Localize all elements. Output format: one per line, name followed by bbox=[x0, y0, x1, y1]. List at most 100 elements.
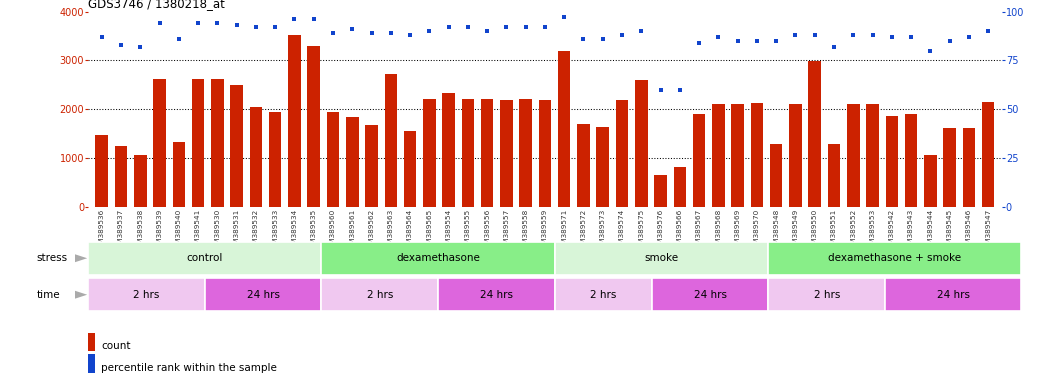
Point bbox=[575, 36, 592, 42]
Bar bbox=[539, 99, 551, 207]
Bar bbox=[404, 131, 416, 207]
Bar bbox=[172, 142, 185, 207]
Bar bbox=[442, 93, 455, 207]
Bar bbox=[438, 278, 554, 311]
Bar bbox=[365, 125, 378, 207]
Point bbox=[633, 28, 650, 34]
Bar bbox=[88, 354, 94, 372]
Point bbox=[113, 42, 130, 48]
Bar bbox=[768, 278, 885, 311]
Point bbox=[613, 32, 630, 38]
Bar bbox=[500, 99, 513, 207]
Bar bbox=[424, 99, 436, 207]
Bar bbox=[616, 100, 628, 207]
Text: 2 hrs: 2 hrs bbox=[133, 290, 160, 300]
Point bbox=[960, 34, 977, 40]
Bar bbox=[481, 99, 493, 207]
Point bbox=[363, 30, 380, 36]
Bar bbox=[635, 80, 648, 207]
Point bbox=[941, 38, 958, 44]
Point bbox=[922, 48, 938, 54]
Bar bbox=[519, 99, 531, 207]
Bar bbox=[211, 79, 223, 207]
Point bbox=[903, 34, 920, 40]
Bar bbox=[789, 104, 801, 207]
Point bbox=[479, 28, 495, 34]
Point bbox=[768, 38, 785, 44]
Bar bbox=[867, 104, 879, 207]
Point bbox=[305, 16, 322, 22]
Point bbox=[748, 38, 765, 44]
Bar bbox=[827, 144, 841, 207]
Bar bbox=[692, 114, 706, 207]
Point bbox=[228, 22, 245, 28]
Bar bbox=[230, 86, 243, 207]
Point bbox=[498, 24, 515, 30]
Bar bbox=[327, 112, 339, 207]
Point bbox=[190, 20, 207, 26]
Bar bbox=[95, 135, 108, 207]
Bar bbox=[885, 116, 898, 207]
Point bbox=[807, 32, 823, 38]
Point bbox=[132, 44, 148, 50]
Bar bbox=[577, 124, 590, 207]
Point bbox=[710, 34, 727, 40]
Polygon shape bbox=[75, 291, 87, 299]
Text: percentile rank within the sample: percentile rank within the sample bbox=[101, 362, 277, 372]
Bar bbox=[597, 127, 609, 207]
Bar bbox=[88, 278, 204, 311]
Point bbox=[248, 24, 265, 30]
Point bbox=[267, 24, 283, 30]
Point bbox=[845, 32, 862, 38]
Text: 24 hrs: 24 hrs bbox=[936, 290, 969, 300]
Bar bbox=[322, 242, 554, 275]
Point bbox=[152, 20, 168, 26]
Bar bbox=[88, 333, 94, 351]
Text: control: control bbox=[187, 253, 223, 263]
Text: dexamethasone + smoke: dexamethasone + smoke bbox=[828, 253, 961, 263]
Point bbox=[537, 24, 553, 30]
Bar bbox=[732, 104, 744, 207]
Point bbox=[440, 24, 457, 30]
Polygon shape bbox=[75, 254, 87, 262]
Text: smoke: smoke bbox=[645, 253, 679, 263]
Point bbox=[787, 32, 803, 38]
Point bbox=[672, 87, 688, 93]
Bar bbox=[269, 113, 281, 207]
Point bbox=[286, 16, 303, 22]
Bar bbox=[885, 278, 1021, 311]
Text: GDS3746 / 1380218_at: GDS3746 / 1380218_at bbox=[88, 0, 225, 10]
Point bbox=[865, 32, 881, 38]
Bar bbox=[944, 128, 956, 207]
Text: time: time bbox=[36, 290, 60, 300]
Bar bbox=[558, 51, 571, 207]
Bar bbox=[770, 144, 783, 207]
Point bbox=[691, 40, 708, 46]
Bar bbox=[134, 155, 146, 207]
Bar bbox=[462, 99, 474, 207]
Point bbox=[170, 36, 187, 42]
Bar bbox=[154, 79, 166, 207]
Point bbox=[825, 44, 842, 50]
Bar bbox=[249, 106, 263, 207]
Bar bbox=[924, 156, 936, 207]
Point bbox=[325, 30, 342, 36]
Point bbox=[517, 24, 534, 30]
Bar bbox=[712, 104, 725, 207]
Bar bbox=[905, 114, 918, 207]
Bar bbox=[962, 128, 975, 207]
Bar bbox=[322, 278, 438, 311]
Text: 2 hrs: 2 hrs bbox=[590, 290, 617, 300]
Bar bbox=[307, 46, 320, 207]
Point bbox=[556, 14, 573, 20]
Text: 2 hrs: 2 hrs bbox=[366, 290, 393, 300]
Text: dexamethasone: dexamethasone bbox=[397, 253, 480, 263]
Text: 2 hrs: 2 hrs bbox=[814, 290, 840, 300]
Bar bbox=[384, 74, 398, 207]
Point bbox=[730, 38, 746, 44]
Bar bbox=[554, 242, 768, 275]
Point bbox=[652, 87, 668, 93]
Bar bbox=[554, 278, 652, 311]
Text: 24 hrs: 24 hrs bbox=[693, 290, 727, 300]
Bar bbox=[192, 79, 204, 207]
